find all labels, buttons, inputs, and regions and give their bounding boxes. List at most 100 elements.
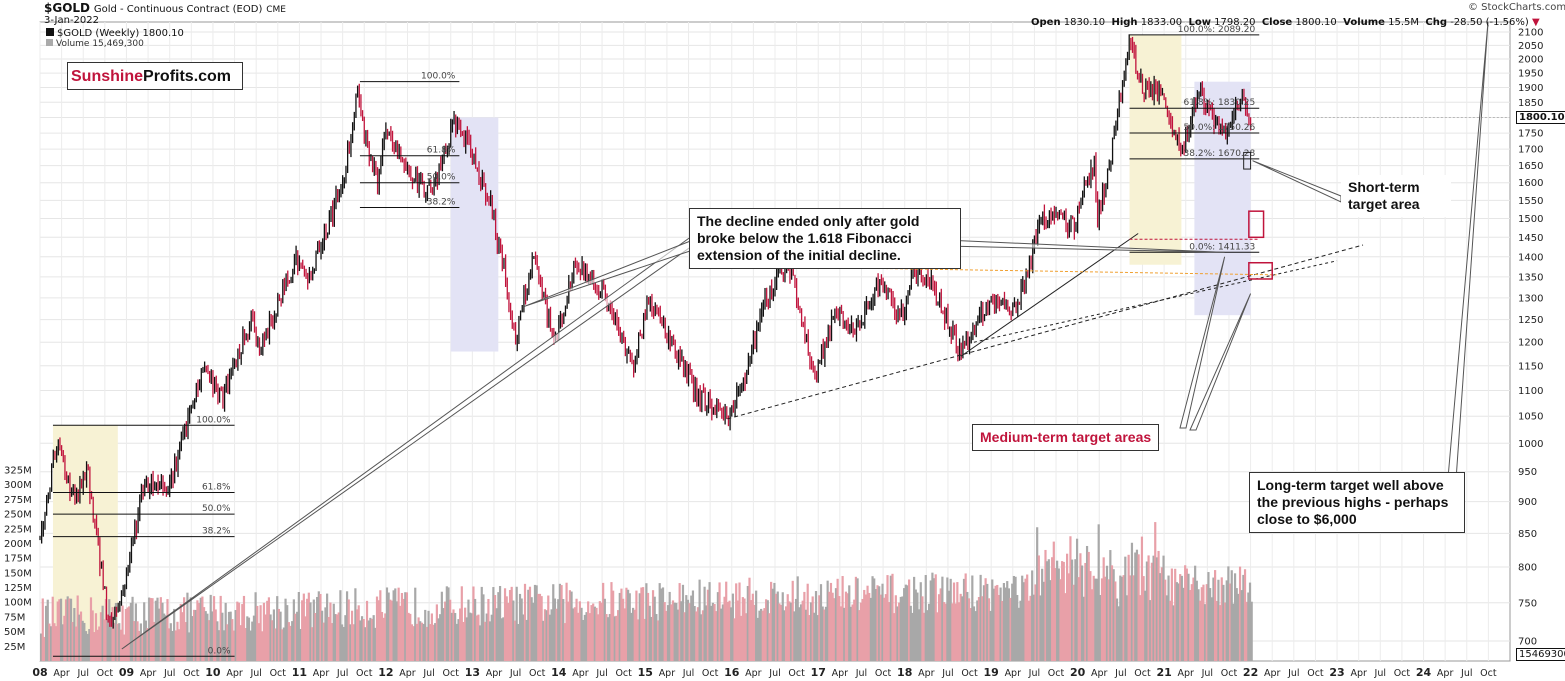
volume-bar (1034, 584, 1037, 661)
volume-bar (886, 575, 889, 661)
volume-bar (347, 599, 350, 661)
volume-bar (292, 599, 295, 661)
volume-bar (1142, 576, 1145, 661)
volume-bar (1067, 573, 1070, 661)
volume-bar (212, 596, 216, 661)
volume-bar (671, 600, 675, 661)
volume-bar (916, 592, 919, 661)
volume-bar (1080, 565, 1084, 661)
volume-bar (46, 599, 49, 661)
volume-bar (1227, 566, 1230, 661)
volume-bar (738, 582, 741, 661)
volume-bar (746, 585, 749, 661)
volume-bar (485, 613, 488, 661)
volume-bar (743, 598, 746, 661)
volume-bar (1177, 583, 1180, 661)
volume-bar (735, 583, 738, 661)
volume-bar (1220, 577, 1223, 661)
volume-bar (470, 613, 473, 661)
time-tick-label: Oct (183, 668, 200, 679)
volume-bar (513, 620, 517, 661)
volume-bar (1144, 590, 1147, 661)
volume-bar (1097, 524, 1100, 661)
volume-bar (101, 605, 104, 661)
volume-bar (640, 587, 643, 661)
volume-bar (858, 610, 861, 661)
volume-bar (217, 630, 221, 661)
volume-bar (1094, 578, 1097, 661)
volume-bar (316, 596, 319, 661)
volume-bar (999, 587, 1002, 661)
volume-value: 15.5M (1388, 17, 1420, 28)
volume-bar (1189, 590, 1192, 661)
volume-bar (854, 576, 858, 661)
volume-bar (505, 596, 508, 661)
volume-bar (109, 614, 113, 661)
price-tick-label: 1750 (1518, 129, 1543, 140)
time-tick-label: Oct (97, 668, 114, 679)
volume-bar (412, 626, 415, 661)
volume-bar (851, 604, 854, 661)
volume-bar (282, 627, 285, 661)
volume-bar (179, 603, 182, 661)
volume-bar (1230, 570, 1233, 661)
volume-bar (731, 593, 734, 661)
volume-bar (1238, 566, 1242, 661)
volume-bar (1114, 581, 1117, 661)
volume-bar (1199, 600, 1202, 661)
volume-bar (844, 591, 848, 661)
volume-bar (1070, 559, 1074, 661)
volume-bar (932, 578, 936, 661)
volume-bar (342, 626, 345, 661)
volume-bar (1059, 579, 1062, 661)
volume-bar (345, 591, 349, 661)
volume-bar (326, 593, 329, 661)
volume-bar (189, 597, 192, 661)
volume-bar (1082, 596, 1085, 661)
volume-bar (821, 606, 824, 661)
volume-bar (814, 591, 818, 661)
volume-bar (425, 626, 428, 661)
volume-bar (241, 604, 244, 661)
volume-bar (1044, 549, 1047, 661)
volume-bar (636, 619, 640, 661)
time-tick-label: 14 (551, 666, 567, 679)
volume-bar (816, 615, 819, 661)
time-tick-label: Apr (572, 668, 589, 679)
volume-bar (445, 586, 448, 661)
volume-bar (683, 612, 686, 661)
volume-bar (750, 600, 753, 661)
volume-bar (1026, 574, 1029, 661)
time-tick-label: Jul (768, 668, 780, 679)
fib-level-label: 61.8%: 1830.25 (1184, 98, 1256, 108)
volume-bar (274, 628, 277, 661)
chart-header-title: $GOLD Gold - Continuous Contract (EOD) C… (44, 1, 286, 15)
volume-bar (1029, 595, 1032, 661)
volume-bar (720, 608, 723, 661)
time-tick-label: Jul (1028, 668, 1040, 679)
volume-bar (548, 614, 552, 661)
fib-level-label: 38.2% (202, 527, 231, 537)
volume-bar (1169, 600, 1172, 661)
volume-bar (791, 580, 794, 661)
volume-bar (503, 588, 507, 661)
volume-bar (91, 610, 94, 661)
volume-bar (954, 603, 957, 661)
volume-bar (1210, 597, 1213, 661)
volume-bar (1046, 561, 1049, 661)
price-tick-label: 1000 (1518, 439, 1543, 450)
volume-bar (646, 592, 650, 661)
volume-bar (650, 616, 653, 661)
volume-bar (891, 573, 894, 661)
volume-bar (992, 588, 996, 661)
volume-bar (560, 585, 563, 661)
volume-bar (1155, 557, 1159, 661)
time-tick-label: Oct (1221, 668, 1238, 679)
volume-bar (507, 602, 510, 661)
volume-bar (419, 621, 422, 661)
volume-bar (1089, 571, 1092, 661)
price-tick-label: 1150 (1518, 361, 1543, 372)
volume-bar (302, 593, 305, 661)
volume-bar (1154, 522, 1157, 661)
volume-bar (831, 592, 834, 661)
